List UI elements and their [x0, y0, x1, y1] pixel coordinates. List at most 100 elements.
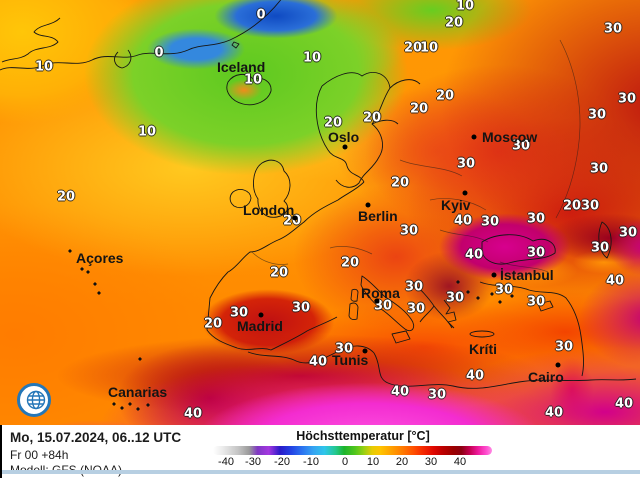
temp-label: 20 — [269, 265, 289, 281]
legend-tick--30: -30 — [245, 456, 261, 468]
legend-ticks: -40 -30 -20 -10 0 10 20 30 40 — [2, 456, 640, 470]
temp-label: 30 — [603, 21, 623, 37]
temp-label: 40 — [308, 354, 328, 370]
temp-label: 40 — [605, 273, 625, 289]
region-label-kríti: Kríti — [469, 341, 497, 357]
temp-label: 40 — [614, 396, 634, 412]
island-speck — [112, 402, 150, 411]
city-dot-oslo — [342, 144, 348, 150]
coastline-path — [391, 330, 411, 344]
coastline-path — [479, 281, 584, 377]
coastline-path — [0, 0, 282, 71]
temp-label: 30 — [399, 223, 419, 239]
temp-label: 30 — [445, 290, 465, 306]
coastline-path — [231, 41, 240, 49]
temp-label: 30 — [526, 245, 546, 261]
temp-label: 30 — [589, 161, 609, 177]
legend-tick-30: 30 — [424, 456, 438, 468]
city-dot-madrid — [258, 312, 264, 318]
region-label-açores: Açores — [76, 250, 124, 266]
island-speck — [456, 280, 514, 304]
coastline-path — [537, 300, 554, 312]
coastline-path — [360, 275, 415, 332]
city-dot-kyiv — [462, 190, 468, 196]
temp-label: 20 — [562, 198, 582, 214]
temp-label: 30 — [334, 341, 354, 357]
coastline-group — [0, 0, 637, 389]
coastline-path — [226, 74, 272, 106]
temp-label: 40 — [183, 406, 203, 422]
city-dot-roma — [374, 298, 380, 304]
temp-label: 40 — [465, 368, 485, 384]
border-group — [251, 39, 581, 273]
city-label-cairo: Cairo — [528, 369, 564, 385]
legend-tick--10: -10 — [303, 456, 319, 468]
region-label-canarias: Canarias — [108, 384, 168, 400]
legend-colorbar — [213, 446, 492, 455]
temp-label: 10 — [243, 72, 263, 88]
bottom-strip — [2, 470, 640, 474]
city-dot-tunis — [362, 348, 368, 354]
legend-tick-0: 0 — [341, 456, 349, 468]
temp-label: 20 — [409, 101, 429, 117]
temperature-map: 0 0 10 10 10 10 10 10 20 20 20 20 20 20 20 20 20 20 20 20 20… — [0, 0, 640, 425]
coastline-path — [1, 17, 61, 63]
temp-label: 30 — [554, 339, 574, 355]
border-path — [251, 246, 373, 265]
coastline-path — [443, 299, 457, 329]
logo-globe-grid — [26, 390, 46, 410]
temp-label: 40 — [544, 405, 564, 421]
legend-tick-20: 20 — [395, 456, 409, 468]
coastline-path — [206, 181, 365, 351]
city-label-london: London — [243, 202, 295, 218]
temp-label: 30 — [590, 240, 610, 256]
legend-tick--40: -40 — [218, 456, 234, 468]
temp-label: 30 — [427, 387, 447, 403]
legend-tick-10: 10 — [366, 456, 380, 468]
temp-label: 30 — [580, 198, 600, 214]
temp-label: 10 — [455, 0, 475, 14]
coastline-path — [411, 280, 453, 329]
temp-label: 30 — [587, 107, 607, 123]
city-dot-i̇stanbul — [491, 272, 497, 278]
city-label-oslo: Oslo — [328, 129, 360, 145]
temp-label: 30 — [494, 282, 514, 298]
legend-tick-40: 40 — [453, 456, 467, 468]
temp-label: 20 — [390, 175, 410, 191]
coastline-path — [598, 221, 612, 259]
city-label-tunis: Tunis — [332, 352, 369, 368]
city-dot-cairo — [555, 362, 561, 368]
forecast-step: Fr 00 +84h — [10, 448, 69, 462]
temp-label: 40 — [464, 247, 484, 263]
run-datetime: Mo, 15.07.2024, 06..12 UTC — [10, 430, 182, 445]
temp-label: 30 — [618, 225, 638, 241]
coastline-path — [350, 288, 359, 302]
temp-label: 30 — [406, 301, 426, 317]
temp-label: 20 — [340, 255, 360, 271]
legend-title: Höchsttemperatur [°C] — [296, 429, 430, 443]
legend-tick--20: -20 — [274, 456, 290, 468]
temp-label: 30 — [480, 214, 500, 230]
city-label-moscow: Moscow — [482, 129, 538, 145]
temp-label: 20 — [323, 115, 343, 131]
islands-group — [68, 249, 514, 411]
temp-label: 40 — [390, 384, 410, 400]
temp-label: 10 — [34, 59, 54, 75]
coastline-path — [247, 345, 637, 389]
coastline-path — [371, 79, 421, 125]
temperature-field — [0, 0, 640, 425]
island-speck — [138, 357, 142, 361]
city-dot-berlin — [365, 202, 371, 208]
coastline-path — [114, 49, 132, 69]
site-logo-globe-icon — [17, 383, 51, 417]
city-label-kyiv: Kyiv — [441, 197, 471, 213]
temp-label: 20 — [435, 88, 455, 104]
temp-label: 20 — [362, 110, 382, 126]
temp-label: 20 — [203, 316, 223, 332]
temp-label: 30 — [526, 294, 546, 310]
temp-label: 30 — [511, 138, 531, 154]
border-path — [439, 229, 549, 273]
info-bar: Mo, 15.07.2024, 06..12 UTC Fr 00 +84h Mo… — [0, 425, 640, 478]
temp-label: 10 — [137, 124, 157, 140]
